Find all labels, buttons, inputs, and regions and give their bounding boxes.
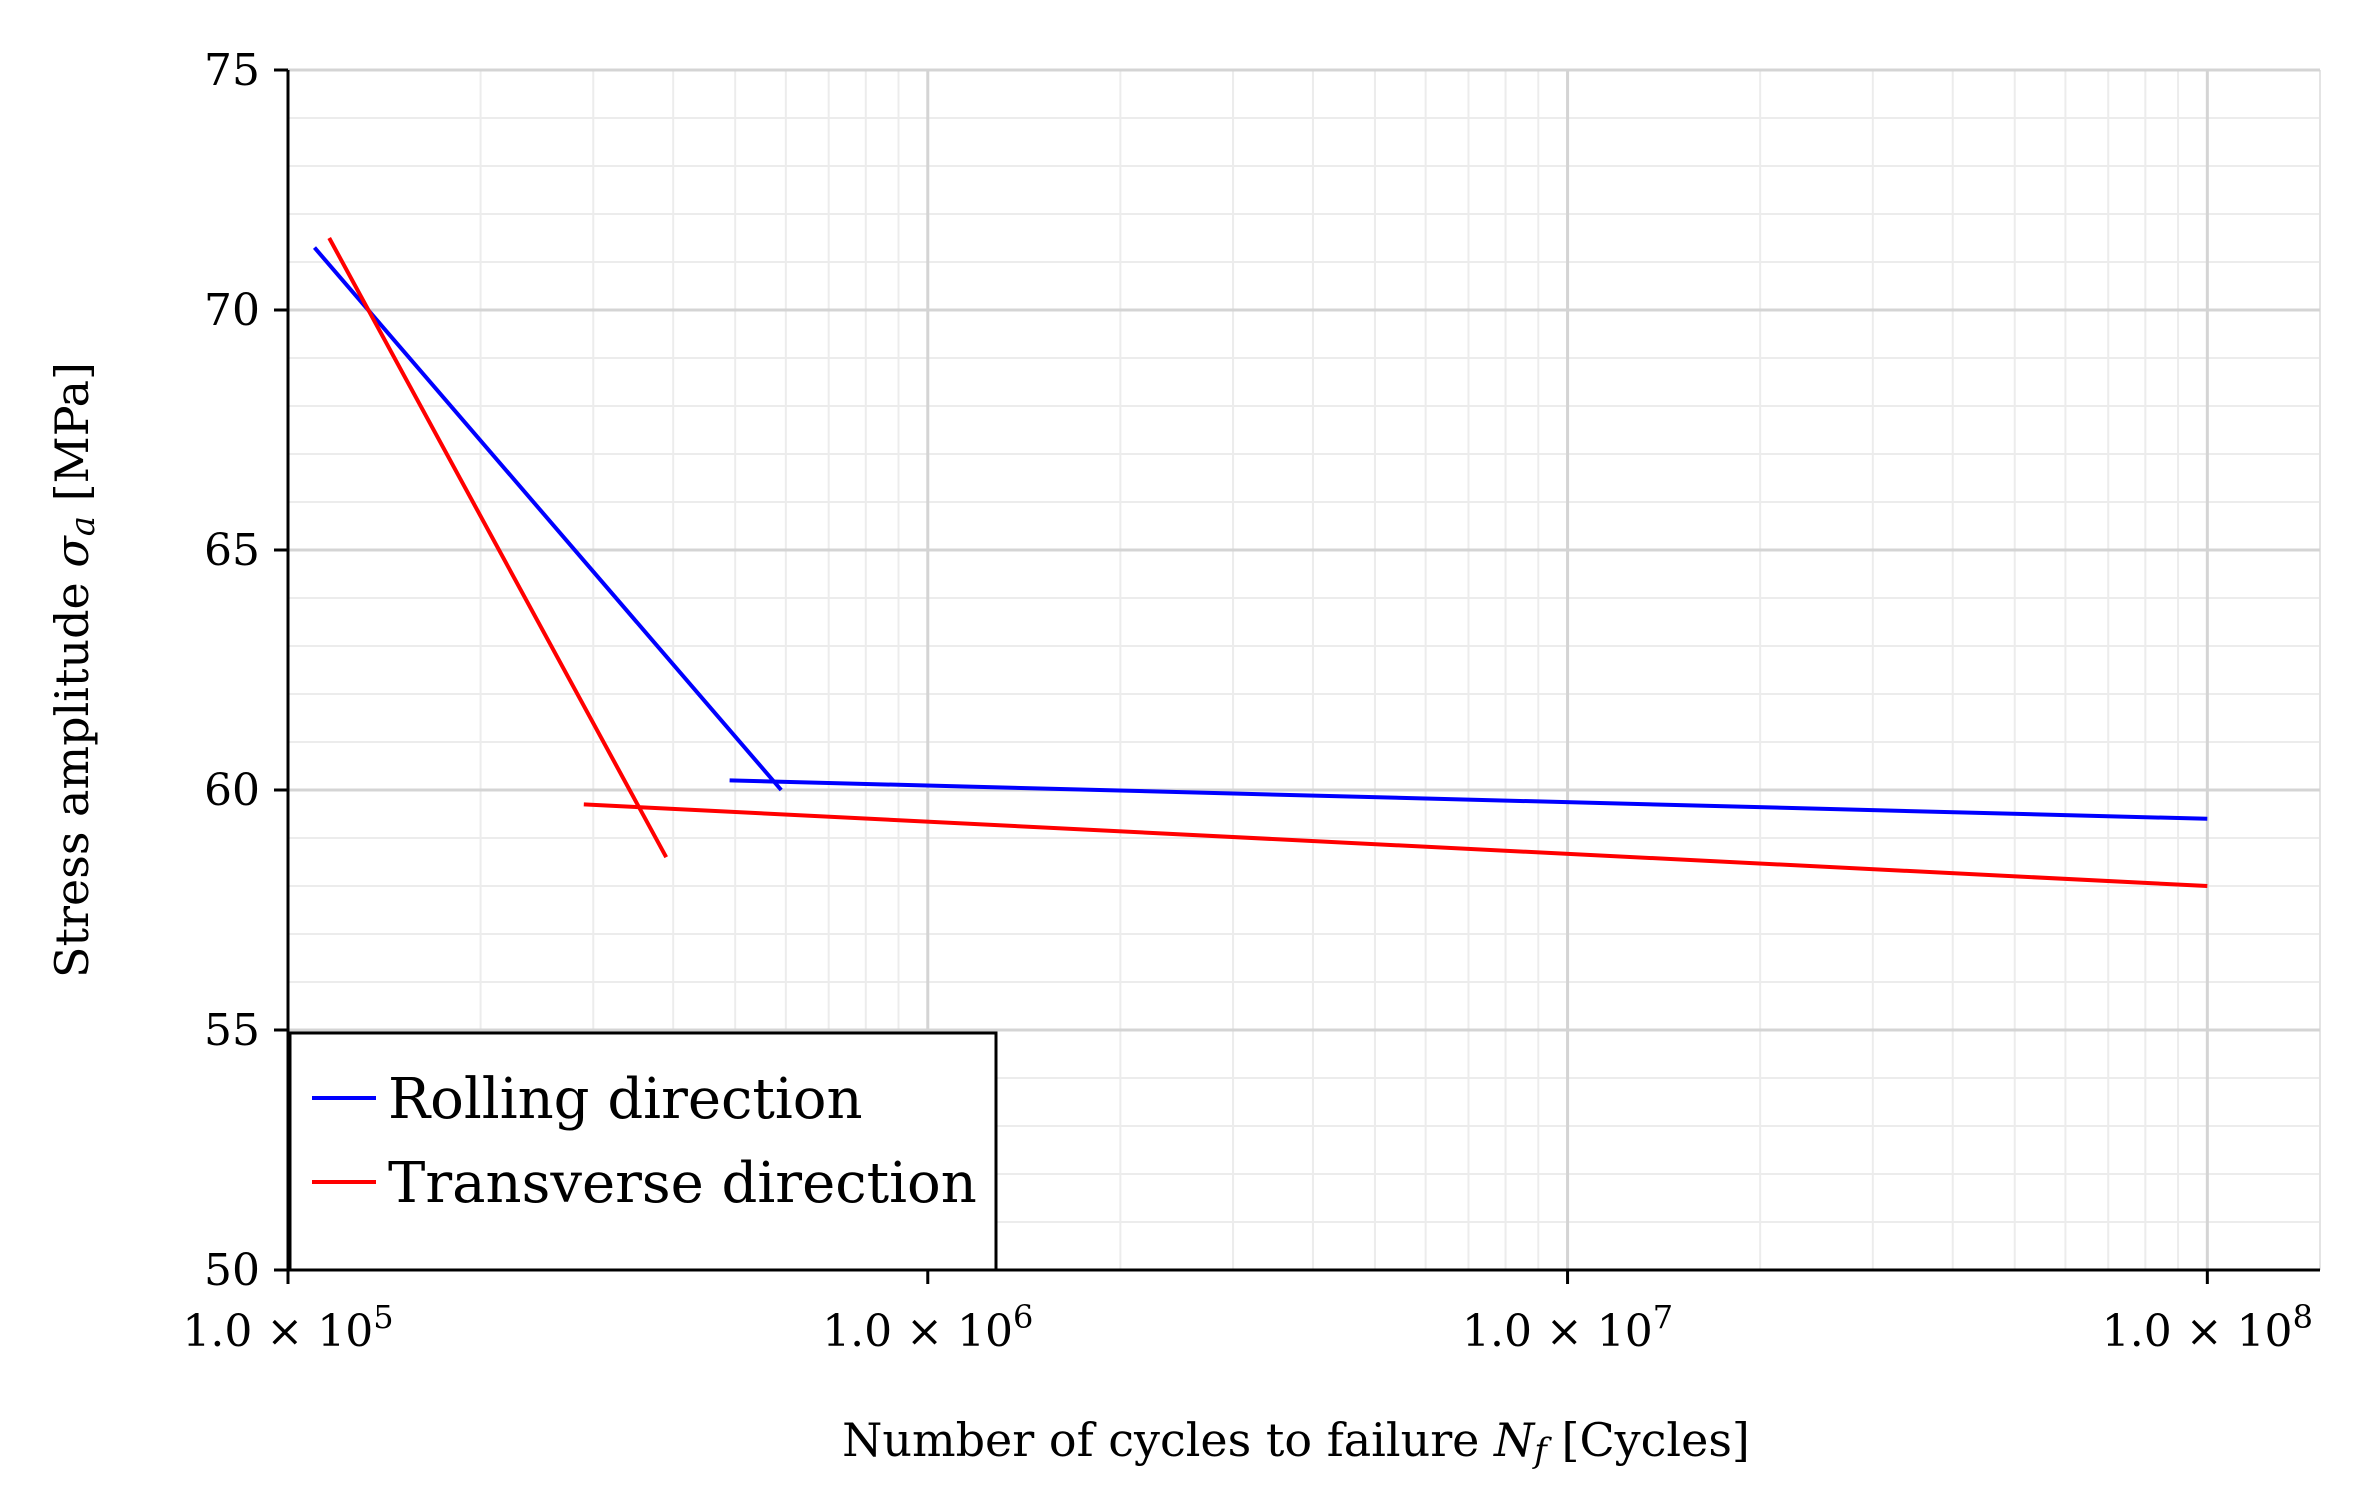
y-tick-label: 60 — [204, 765, 260, 816]
y-tick-label: 75 — [204, 45, 260, 96]
x-axis-title-suffix: [Cycles] — [1547, 1413, 1750, 1467]
series-rolling-direction-segment-2 — [729, 778, 2208, 821]
y-axis-title: Stress amplitude σa [MPa] — [45, 362, 103, 978]
y-axis-title-suffix: [MPa] — [45, 362, 99, 516]
x-axis-title-symbol: N — [1493, 1413, 1536, 1467]
y-tick-label: 55 — [204, 1005, 260, 1056]
legend: Rolling direction Transverse direction — [288, 1031, 998, 1272]
x-tick-label: 1.0 × 105 — [182, 1298, 393, 1357]
legend-label-transverse-direction: Transverse direction — [388, 1151, 977, 1216]
y-axis-title-symbol: σ — [45, 535, 99, 568]
x-ticks: 1.0 × 105 1.0 × 106 1.0 × 107 1.0 × 108 — [182, 1270, 2313, 1357]
y-tick-label: 50 — [204, 1245, 260, 1296]
series-transverse-direction-segment-2 — [583, 802, 2208, 888]
y-ticks: 50 55 60 65 70 75 — [204, 45, 288, 1296]
x-tick-label: 1.0 × 108 — [2102, 1298, 2313, 1357]
series-rolling-direction-segment-1 — [312, 246, 783, 792]
y-tick-label: 70 — [204, 285, 260, 336]
x-axis-title-prefix: Number of cycles to failure — [842, 1413, 1494, 1467]
major-gridlines — [288, 68, 2320, 1270]
legend-label-rolling-direction: Rolling direction — [388, 1067, 863, 1132]
legend-box — [288, 1031, 998, 1272]
y-axis-title-subscript: a — [63, 516, 103, 536]
x-tick-label: 1.0 × 107 — [1462, 1298, 1673, 1357]
x-tick-label: 1.0 × 106 — [822, 1298, 1033, 1357]
series-transverse-direction-segment-1 — [327, 237, 668, 859]
series-layer — [312, 237, 2208, 888]
x-axis-title: Number of cycles to failure Nf [Cycles] — [842, 1413, 1750, 1471]
y-tick-label: 65 — [204, 525, 260, 576]
y-axis-title-prefix: Stress amplitude — [45, 568, 99, 978]
